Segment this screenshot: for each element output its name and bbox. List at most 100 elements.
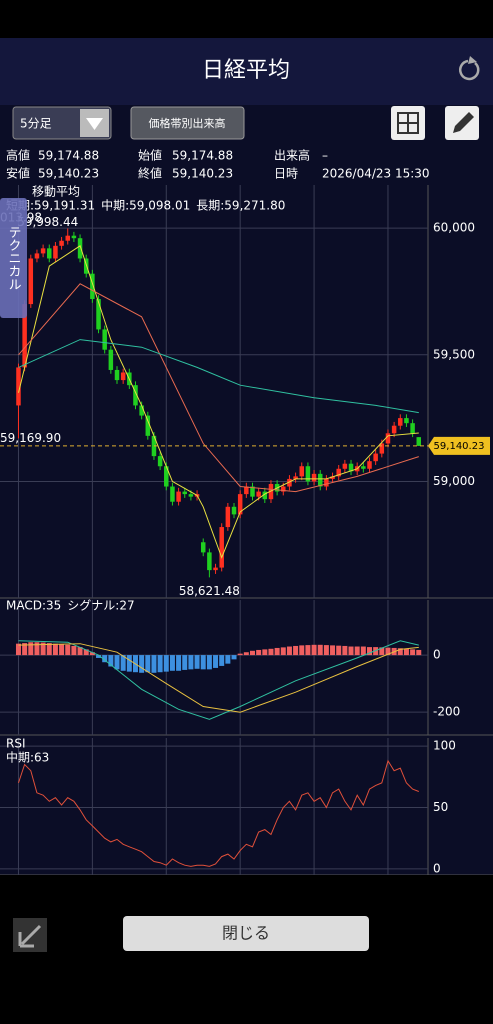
histogram-bar — [385, 647, 391, 656]
technical-tab[interactable]: テクニカル — [0, 198, 27, 318]
title: 日経平均 — [202, 58, 290, 83]
back-icon[interactable] — [13, 918, 47, 952]
histogram-bar — [360, 646, 366, 656]
candle-body — [65, 235, 70, 241]
histogram-bar — [71, 645, 77, 656]
histogram-bar — [293, 645, 299, 656]
histogram-bar — [299, 645, 305, 656]
y-tick-label: 59,500 — [433, 347, 475, 361]
candle-body — [22, 304, 27, 368]
candle-body — [34, 253, 40, 259]
candle-body — [108, 349, 114, 370]
histogram-bar — [274, 647, 280, 656]
candle-body — [305, 466, 311, 482]
candle-body — [40, 248, 46, 254]
histogram-bar — [268, 648, 274, 656]
y-tick-label: 59,000 — [433, 474, 475, 488]
legend-entry: 長期:59,271.80 — [196, 199, 285, 213]
candle-body — [336, 468, 341, 477]
candle-body — [324, 478, 329, 487]
histogram-bar — [219, 655, 225, 666]
indicator-line — [18, 245, 419, 559]
y-tick-label: -200 — [433, 705, 460, 719]
histogram-bar — [46, 643, 52, 656]
histogram-bar — [102, 655, 108, 663]
histogram-bar — [397, 648, 403, 656]
candle-body — [256, 491, 261, 497]
quote-value: 2026/04/23 15:30 — [322, 167, 430, 181]
histogram-bar — [34, 642, 40, 656]
status-bar — [0, 0, 493, 38]
quote: 高値 59,174.88 始値 59,174.88 出来高 – 安値 59,14… — [6, 148, 430, 181]
last-price-label: 59,140.23 — [434, 441, 485, 452]
candle-body — [398, 418, 403, 426]
histogram-bar — [188, 655, 194, 670]
histogram-bar — [243, 652, 249, 656]
histogram-bar — [182, 655, 188, 670]
candle-body — [188, 494, 194, 497]
quote-label: 出来高 — [274, 148, 310, 163]
candle-body — [391, 425, 397, 434]
histogram-bar — [305, 645, 311, 656]
candle-body — [53, 245, 58, 259]
histogram-bar — [176, 655, 182, 671]
candle-body — [317, 473, 323, 487]
candle-body — [90, 273, 95, 300]
candle-body — [299, 466, 305, 477]
refresh-icon[interactable] — [459, 56, 480, 81]
candle-body — [164, 466, 169, 487]
candle-body — [120, 372, 126, 381]
histogram-bar — [249, 650, 255, 656]
histogram-bar — [225, 655, 231, 664]
candle-body — [114, 369, 120, 381]
histogram-bar — [28, 642, 34, 656]
histogram-bar — [231, 655, 237, 660]
candle-body — [16, 367, 21, 406]
grid-button[interactable] — [391, 106, 425, 140]
candle-body — [77, 238, 83, 259]
indicator-line — [18, 643, 419, 713]
candle-body — [231, 506, 237, 515]
histogram-bar — [96, 655, 102, 658]
histogram-bar — [40, 642, 46, 656]
last-price-tag — [428, 436, 490, 455]
quote-label: 日時 — [274, 167, 298, 181]
candle-body — [367, 461, 372, 469]
candle-body — [145, 415, 151, 436]
histogram-bar — [256, 649, 262, 656]
candle-body — [361, 466, 366, 469]
close-button[interactable]: 閉じる — [123, 916, 369, 951]
legend-entry: 短期:59,191.31 — [6, 199, 95, 213]
interval-label: 5分足 — [20, 117, 52, 131]
candle-body — [404, 418, 409, 424]
volume-profile-button[interactable]: 価格帯別出来高 — [130, 106, 245, 140]
histogram-bar — [213, 655, 219, 668]
candle-body — [59, 240, 64, 246]
histogram-bar — [206, 655, 212, 670]
pencil-button[interactable] — [445, 106, 479, 140]
y-tick-label: 100 — [433, 739, 456, 753]
histogram-bar — [200, 655, 206, 670]
histogram-bar — [237, 653, 243, 656]
candle-body — [244, 486, 249, 495]
low-label: 58,621.48 — [179, 584, 240, 598]
candle-body — [182, 491, 187, 495]
histogram-bar — [59, 644, 65, 656]
candle-body — [213, 567, 218, 571]
histogram-bar — [163, 655, 169, 672]
histogram-bar — [280, 647, 286, 656]
histogram-bar — [114, 655, 120, 670]
histogram-bar — [379, 647, 385, 656]
close-label: 閉じる — [222, 924, 270, 943]
interval-select[interactable]: 5分足 — [12, 106, 112, 140]
histogram-bar — [410, 649, 416, 656]
candle-body — [287, 478, 292, 487]
histogram-bar — [403, 648, 409, 656]
candle-body — [96, 299, 101, 330]
histogram-bar — [139, 655, 145, 673]
legend-entry: MACD:35 — [6, 599, 61, 613]
histogram-bar — [416, 649, 422, 656]
histogram-bar — [120, 655, 126, 671]
